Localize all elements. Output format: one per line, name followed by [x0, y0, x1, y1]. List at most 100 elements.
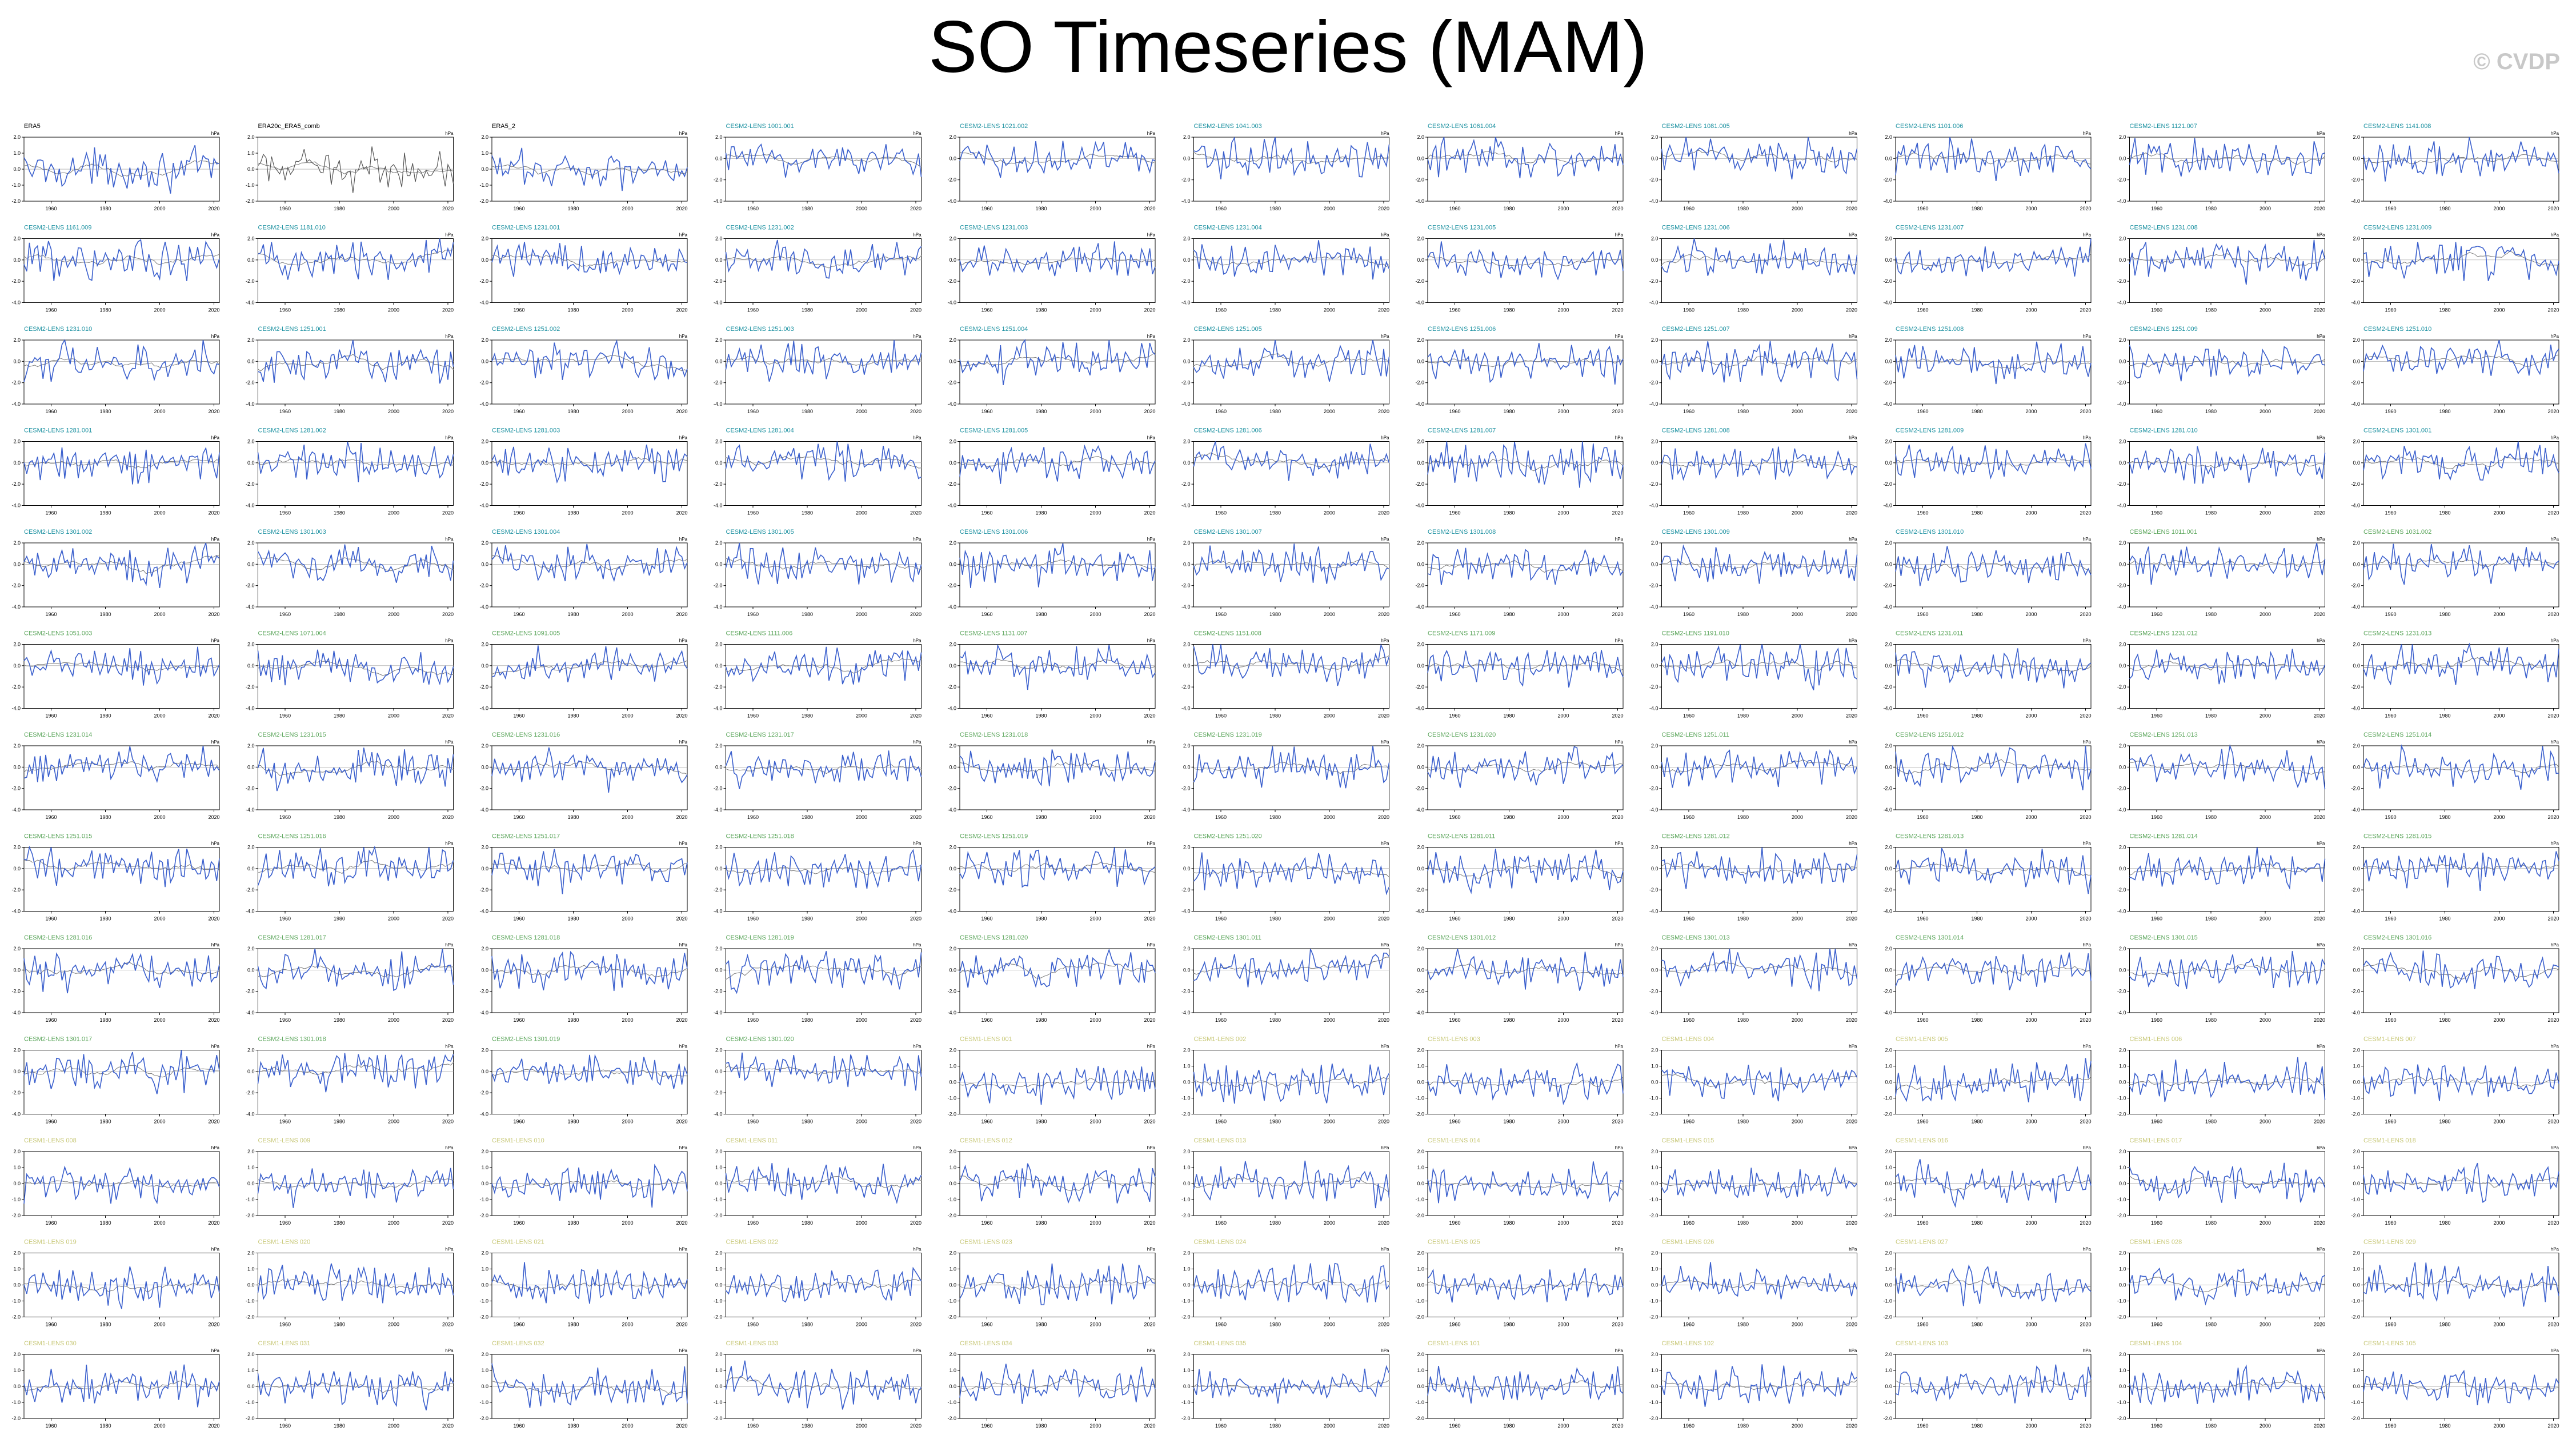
- timeseries-line: [959, 1364, 1156, 1404]
- x-tick-label: 1980: [99, 713, 111, 719]
- panel-units: hPa: [1849, 1247, 1857, 1252]
- panel-title: CESM2-LENS 1231.011: [1896, 630, 1963, 637]
- x-tick-label: 1960: [1215, 713, 1227, 719]
- x-tick-label: 2000: [856, 916, 867, 922]
- y-tick-label: 2.0: [13, 540, 21, 546]
- y-tick-label: 1.0: [715, 1165, 723, 1170]
- panel-frame: [959, 238, 1156, 303]
- panel-units: hPa: [211, 841, 220, 846]
- smoothed-line: [1193, 866, 1389, 878]
- timeseries-panel: CESM2-LENS 1171.009hPa-4.0-2.00.02.01960…: [1415, 630, 1624, 719]
- x-tick-label: 2000: [1792, 1423, 1803, 1429]
- y-tick-label: 2.0: [1417, 642, 1424, 647]
- y-tick-label: -2.0: [1883, 481, 1892, 487]
- y-tick-label: -4.0: [1649, 706, 1658, 711]
- y-tick-label: 0.0: [1651, 1384, 1658, 1389]
- y-tick-label: 2.0: [247, 1250, 255, 1256]
- x-tick-label: 1960: [1449, 1220, 1460, 1226]
- y-tick-label: -1.0: [246, 1197, 255, 1202]
- y-tick-label: 0.0: [1183, 155, 1191, 161]
- y-tick-label: 0.0: [1417, 1080, 1424, 1085]
- panel-title: CESM2-LENS 1231.008: [2130, 225, 2198, 231]
- timeseries-line: [2129, 1162, 2326, 1203]
- y-tick-label: 0.0: [949, 1181, 956, 1186]
- y-tick-label: 0.0: [247, 257, 255, 263]
- panel-units: hPa: [2551, 233, 2559, 238]
- panel-frame: [258, 948, 454, 1013]
- x-tick-label: 1980: [334, 1017, 345, 1023]
- x-tick-label: 1960: [279, 206, 291, 211]
- timeseries-panel: CESM2-LENS 1231.004hPa-4.0-2.00.02.01960…: [1181, 225, 1390, 313]
- x-tick-label: 1980: [2205, 814, 2217, 820]
- smoothed-line: [1895, 1076, 2092, 1091]
- panel-units: hPa: [1147, 537, 1156, 542]
- x-tick-label: 1960: [279, 814, 291, 820]
- y-tick-label: -4.0: [1415, 503, 1424, 509]
- timeseries-line: [1661, 1262, 1858, 1300]
- y-tick-label: 2.0: [1651, 642, 1658, 647]
- x-tick-label: 1960: [981, 1322, 992, 1328]
- x-tick-label: 1980: [334, 1322, 345, 1328]
- timeseries-panel: CESM2-LENS 1301.001hPa-4.0-2.00.02.01960…: [2351, 427, 2559, 516]
- y-tick-label: 2.0: [715, 946, 723, 952]
- y-tick-label: 2.0: [1885, 337, 1892, 343]
- y-tick-label: 2.0: [13, 1048, 21, 1053]
- y-tick-label: -4.0: [1181, 604, 1191, 610]
- panel-title: ERA5: [24, 123, 41, 130]
- panel-units: hPa: [1381, 638, 1389, 643]
- x-tick-label: 1980: [567, 409, 579, 414]
- y-tick-label: 1.0: [1183, 1266, 1191, 1272]
- x-tick-label: 2020: [1378, 1322, 1389, 1328]
- x-tick-label: 1960: [45, 1423, 57, 1429]
- smoothed-line: [491, 1069, 688, 1077]
- smoothed-line: [959, 151, 1156, 164]
- timeseries-panel: CESM2-LENS 1231.010hPa-4.0-2.00.02.01960…: [11, 326, 219, 414]
- panel-frame: [1427, 644, 1624, 709]
- panel-units: hPa: [211, 942, 220, 948]
- panel-title: CESM2-LENS 1251.002: [492, 326, 560, 333]
- panel-frame: [2129, 441, 2325, 506]
- panel-frame: [258, 238, 454, 303]
- x-tick-label: 2000: [2025, 409, 2037, 414]
- x-tick-label: 2020: [1612, 1423, 1623, 1429]
- timeseries-panel: CESM2-LENS 1251.009hPa-4.0-2.00.02.01960…: [2117, 326, 2325, 414]
- panel-units: hPa: [913, 638, 922, 643]
- x-tick-label: 1960: [2151, 1220, 2162, 1226]
- timeseries-line: [1427, 241, 1624, 281]
- x-tick-label: 1960: [747, 1322, 759, 1328]
- timeseries-panel: CESM2-LENS 1301.005hPa-4.0-2.00.02.01960…: [714, 529, 922, 617]
- timeseries-line: [959, 338, 1156, 386]
- timeseries-line: [491, 645, 688, 682]
- panel-units: hPa: [1849, 638, 1857, 643]
- panel-title: CESM2-LENS 1281.009: [1896, 427, 1964, 434]
- x-tick-label: 1980: [2439, 1322, 2450, 1328]
- panel-units: hPa: [445, 1348, 454, 1353]
- timeseries-panel: CESM2-LENS 1301.011hPa-4.0-2.00.02.01960…: [1181, 934, 1390, 1023]
- x-tick-label: 1960: [1215, 1423, 1227, 1429]
- x-tick-label: 1980: [2439, 206, 2450, 211]
- x-tick-label: 2000: [1557, 611, 1569, 617]
- panel-title: CESM2-LENS 1301.008: [1428, 529, 1496, 535]
- y-tick-label: 2.0: [2119, 642, 2126, 647]
- y-tick-label: 2.0: [715, 845, 723, 850]
- x-tick-label: 2000: [2493, 510, 2505, 516]
- x-tick-label: 2000: [1792, 206, 1803, 211]
- panel-units: hPa: [211, 334, 220, 339]
- panel-units: hPa: [2083, 638, 2092, 643]
- timeseries-line: [257, 649, 454, 686]
- y-tick-label: 0.0: [1417, 561, 1424, 567]
- x-tick-label: 1980: [1737, 409, 1749, 414]
- panel-frame: [1661, 238, 1857, 303]
- y-tick-label: -2.0: [2351, 786, 2360, 792]
- y-tick-label: -4.0: [2117, 503, 2126, 509]
- x-tick-label: 2020: [442, 1322, 454, 1328]
- x-tick-label: 1980: [2205, 510, 2217, 516]
- x-tick-label: 1980: [1269, 307, 1281, 313]
- y-tick-label: 0.0: [1651, 561, 1658, 567]
- panel-units: hPa: [2551, 435, 2559, 441]
- y-tick-label: -4.0: [11, 300, 21, 306]
- timeseries-panel: CESM2-LENS 1281.005hPa-4.0-2.00.02.01960…: [947, 427, 1156, 516]
